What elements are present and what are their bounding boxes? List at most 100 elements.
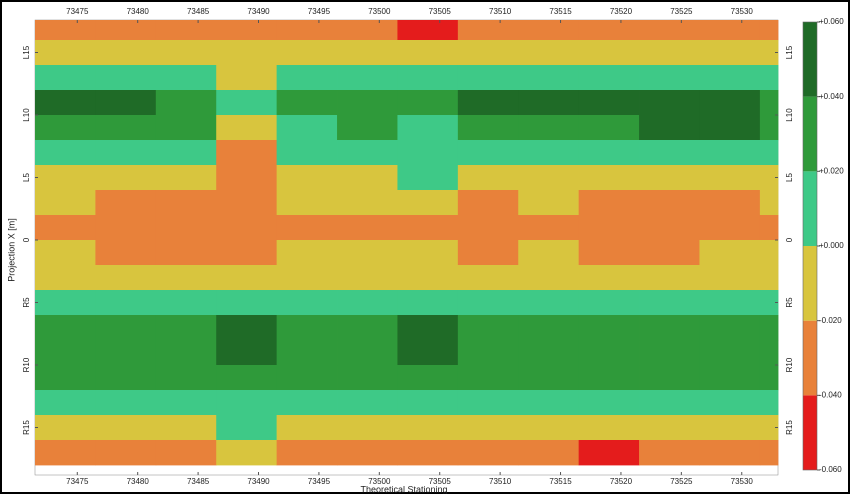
heat-cell <box>95 440 156 465</box>
colorbar-tick-label: +0.000 <box>819 241 844 250</box>
heat-cell <box>699 240 760 265</box>
heat-cell <box>518 65 579 90</box>
heat-cell <box>518 190 579 215</box>
heat-cell <box>458 290 519 315</box>
heat-cell <box>95 40 156 65</box>
heat-cell <box>337 365 398 390</box>
heat-cell <box>95 140 156 165</box>
x-tick-label: 73515 <box>549 477 572 486</box>
heat-cell <box>156 65 217 90</box>
heat-cell <box>156 165 217 190</box>
heat-cell <box>216 390 277 415</box>
heat-cell <box>579 140 640 165</box>
heat-cell <box>579 215 640 240</box>
heat-cell <box>579 315 640 340</box>
heat-cell <box>216 115 277 140</box>
heat-cell <box>337 340 398 365</box>
heat-cell <box>156 240 217 265</box>
heat-cell <box>639 215 700 240</box>
heat-cell <box>277 290 338 315</box>
heat-cell <box>579 165 640 190</box>
heat-cell <box>337 140 398 165</box>
y-tick-label: R10 <box>785 357 794 372</box>
colorbar-tick-label: -0.020 <box>819 316 842 325</box>
heat-cell <box>639 440 700 465</box>
heat-cell <box>337 440 398 465</box>
heat-cell <box>458 365 519 390</box>
heat-cell <box>458 415 519 440</box>
heat-cell <box>216 415 277 440</box>
heat-cell <box>397 315 458 340</box>
heat-cell <box>699 65 760 90</box>
heat-cell <box>95 265 156 290</box>
colorbar-segment <box>803 97 817 172</box>
heat-cell <box>277 40 338 65</box>
heat-cell <box>639 115 700 140</box>
heat-cell <box>579 365 640 390</box>
heat-cell <box>156 315 217 340</box>
heat-cell <box>760 190 779 215</box>
heat-cell <box>639 290 700 315</box>
heat-cell <box>277 20 338 40</box>
heat-cell <box>760 265 779 290</box>
heat-cell <box>156 190 217 215</box>
heat-cell <box>397 115 458 140</box>
heat-cell <box>156 415 217 440</box>
heat-cell <box>699 415 760 440</box>
y-tick-label: L10 <box>785 108 794 122</box>
heat-cell <box>458 115 519 140</box>
heat-cell <box>639 415 700 440</box>
heat-cell <box>639 365 700 390</box>
heat-cell <box>760 440 779 465</box>
heat-cell <box>35 65 96 90</box>
heat-cell <box>639 20 700 40</box>
heat-cell <box>216 20 277 40</box>
heat-cell <box>518 165 579 190</box>
heat-cell <box>156 40 217 65</box>
chart: Theoretical Stationing Projection X [m] … <box>0 0 850 494</box>
heat-cell <box>156 215 217 240</box>
heat-cell <box>35 20 96 40</box>
heat-cell <box>639 140 700 165</box>
y-tick-label: R15 <box>785 420 794 435</box>
y-tick-label: 0 <box>22 237 31 242</box>
heat-cell <box>337 65 398 90</box>
heat-cell <box>518 40 579 65</box>
y-tick-label: R15 <box>22 420 31 435</box>
heat-cell <box>216 440 277 465</box>
heat-cell <box>216 165 277 190</box>
heat-cell <box>216 340 277 365</box>
heat-cell <box>397 165 458 190</box>
heat-cell <box>156 365 217 390</box>
heat-cell <box>337 20 398 40</box>
heat-cell <box>458 20 519 40</box>
x-tick-label: 73530 <box>731 477 754 486</box>
x-tick-label: 73475 <box>66 477 89 486</box>
heat-cell <box>35 315 96 340</box>
heat-cell <box>397 265 458 290</box>
heat-cell <box>397 390 458 415</box>
heat-cell <box>699 165 760 190</box>
y-tick-label: R10 <box>22 357 31 372</box>
y-axis-label: Projection X [m] <box>6 218 16 282</box>
heat-cell <box>518 440 579 465</box>
colorbar-tick-label: +0.020 <box>819 166 844 175</box>
heat-cell <box>760 90 779 115</box>
colorbar-segment <box>803 22 817 97</box>
heat-cell <box>337 90 398 115</box>
colorbar-segment <box>803 395 817 470</box>
heat-cell <box>277 140 338 165</box>
heat-cell <box>35 215 96 240</box>
heat-cell <box>639 315 700 340</box>
heat-cell <box>216 215 277 240</box>
heat-cell <box>216 240 277 265</box>
y-tick-label: L15 <box>785 45 794 59</box>
heat-cell <box>35 390 96 415</box>
heat-cell <box>760 390 779 415</box>
heat-cell <box>277 165 338 190</box>
heat-cell <box>95 115 156 140</box>
heat-cell <box>699 115 760 140</box>
heat-cell <box>397 215 458 240</box>
heat-cell <box>277 340 338 365</box>
heat-cell <box>397 90 458 115</box>
